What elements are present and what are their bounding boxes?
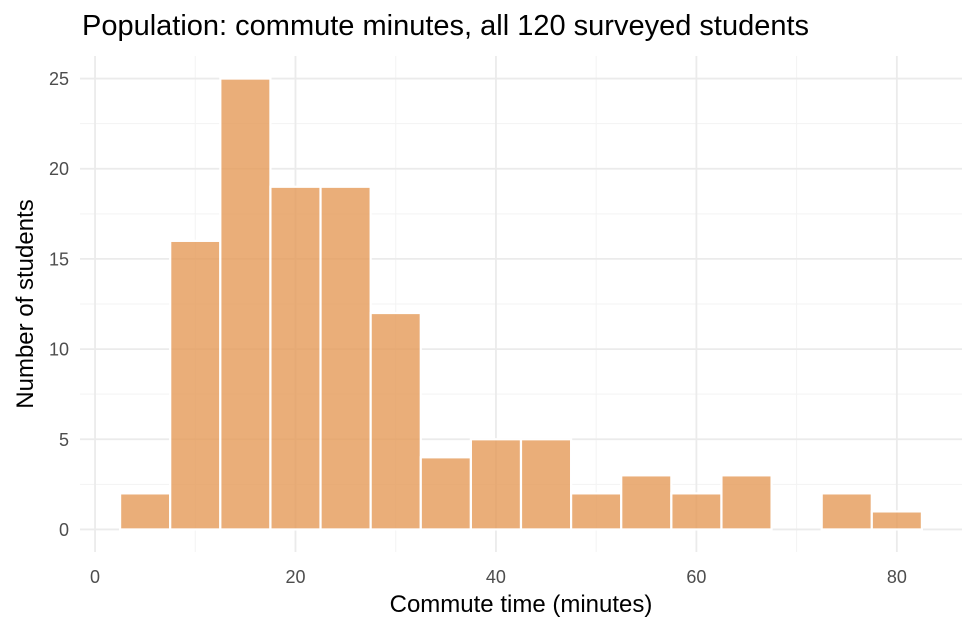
histogram-bar [670, 492, 723, 531]
y-axis-title: Number of students [12, 199, 39, 408]
tick-label-layer: 0 20 40 60 80 0 5 10 15 20 25 [49, 69, 907, 587]
y-tick-label: 20 [49, 159, 69, 179]
x-tick-label: 20 [285, 567, 305, 587]
histogram-bar [169, 239, 222, 531]
y-tick-label: 0 [59, 520, 69, 540]
histogram-bar [519, 438, 573, 531]
histogram-bar [319, 185, 372, 531]
chart-title: Population: commute minutes, all 120 sur… [82, 10, 809, 42]
bar-layer [118, 77, 924, 531]
x-tick-label: 60 [686, 567, 706, 587]
histogram-bar [219, 77, 272, 531]
histogram-bar [369, 311, 422, 531]
y-tick-label: 5 [59, 430, 69, 450]
histogram-bar [620, 474, 673, 531]
x-tick-label: 0 [90, 567, 100, 587]
y-tick-label: 15 [49, 249, 69, 269]
histogram-bar [870, 510, 924, 531]
histogram-bar [118, 492, 172, 531]
y-tick-label: 25 [49, 69, 69, 89]
histogram-bar [419, 456, 472, 531]
histogram-bar [820, 492, 873, 531]
x-axis-title: Commute time (minutes) [390, 591, 653, 618]
histogram-bar [570, 492, 623, 531]
x-tick-label: 80 [887, 567, 907, 587]
y-tick-label: 10 [49, 340, 69, 360]
histogram-bar [469, 438, 523, 531]
histogram-bar [269, 185, 322, 531]
x-tick-label: 40 [486, 567, 506, 587]
histogram-bar [720, 474, 773, 531]
